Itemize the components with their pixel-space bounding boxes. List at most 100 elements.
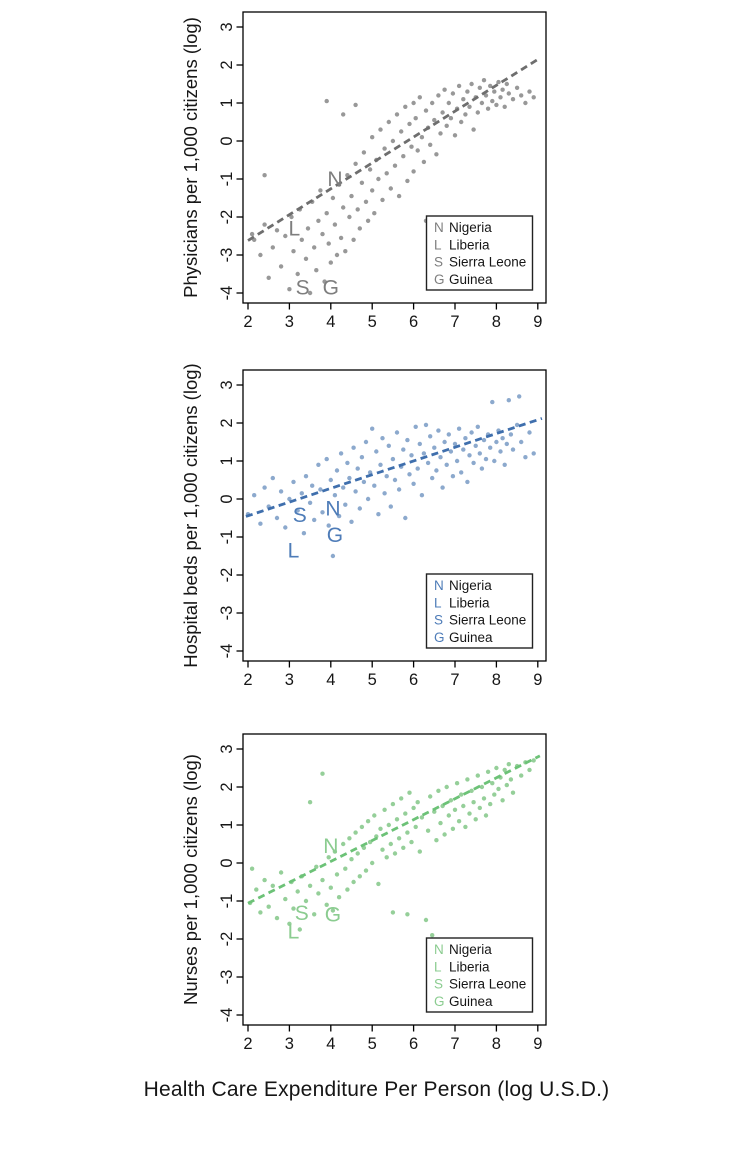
data-point — [494, 439, 499, 445]
x-tick-label: 2 — [243, 671, 252, 689]
data-point — [479, 466, 485, 471]
data-point — [394, 112, 400, 117]
data-point — [270, 245, 275, 250]
data-point — [407, 790, 412, 795]
y-axis: 3 2 1 0 -1 -2 -3 -4 — [218, 22, 243, 300]
data-point — [481, 437, 487, 443]
data-point — [351, 237, 356, 242]
legend-label: Guinea — [449, 994, 493, 1009]
data-point — [421, 451, 427, 456]
data-point — [363, 439, 369, 445]
legend-box — [425, 215, 534, 291]
data-point — [390, 910, 396, 915]
data-point — [386, 119, 391, 125]
data-point — [295, 271, 300, 277]
data-point — [496, 79, 501, 85]
data-point — [415, 466, 420, 471]
data-point — [423, 917, 429, 923]
country-letter-S: S — [295, 902, 309, 925]
data-point — [378, 127, 383, 132]
data-point — [498, 449, 503, 454]
data-point — [330, 195, 336, 201]
data-point — [506, 762, 511, 767]
data-point — [353, 161, 358, 166]
data-point — [291, 906, 296, 911]
legend-key: G — [434, 272, 445, 287]
legend-label: Liberia — [449, 237, 490, 252]
data-point — [477, 451, 482, 456]
country-letter-G: G — [327, 524, 343, 547]
data-point — [363, 199, 369, 204]
data-point — [428, 794, 433, 799]
data-point — [249, 231, 255, 237]
data-point — [316, 891, 321, 896]
data-point — [502, 104, 507, 110]
data-point — [401, 845, 406, 850]
data-point — [467, 453, 472, 458]
data-point — [351, 879, 356, 885]
data-point — [490, 98, 495, 104]
data-point — [384, 855, 389, 860]
data-point — [347, 836, 352, 841]
data-point — [266, 904, 271, 909]
data-point — [523, 100, 528, 106]
data-point — [297, 927, 302, 932]
y-tick-label: -2 — [218, 568, 236, 583]
x-tick-label: 8 — [492, 1035, 501, 1053]
data-point — [510, 790, 516, 795]
data-point — [411, 100, 416, 106]
data-point — [336, 895, 342, 900]
legend-key: S — [434, 613, 443, 628]
y-tick-label: -1 — [218, 530, 236, 545]
data-point — [287, 921, 292, 926]
data-point — [527, 767, 532, 773]
x-tick-label: 3 — [285, 313, 294, 331]
data-point — [488, 801, 493, 807]
data-point — [527, 89, 532, 94]
y-axis-title: Nurses per 1,000 citizens (log) — [180, 754, 201, 1005]
x-tick-label: 7 — [450, 313, 459, 331]
data-point — [384, 171, 389, 176]
country-letter-L: L — [289, 217, 301, 240]
data-point — [475, 424, 480, 429]
data-point — [353, 489, 358, 494]
data-point — [496, 786, 501, 792]
y-tick-label: 1 — [218, 456, 236, 465]
data-point — [347, 214, 352, 220]
data-point — [392, 163, 398, 168]
y-tick-label: -3 — [218, 606, 236, 621]
data-point — [438, 131, 443, 136]
data-point — [405, 912, 410, 917]
data-point — [519, 93, 524, 98]
data-point — [324, 902, 329, 907]
nurses-scatter-chart: N L S G N Nigeria L Liberia S Sierra Leone G Guinea… — [0, 722, 733, 1067]
data-point — [492, 792, 497, 797]
data-point — [440, 110, 445, 115]
data-point — [454, 458, 460, 464]
data-point — [370, 188, 375, 193]
data-point — [531, 451, 536, 456]
data-point — [490, 399, 495, 405]
scatter-points — [249, 78, 536, 296]
data-point — [316, 462, 321, 467]
data-point — [376, 176, 381, 182]
country-letter-N: N — [325, 498, 340, 521]
data-point — [471, 800, 476, 805]
data-point — [494, 765, 499, 771]
data-point — [405, 830, 410, 835]
data-point — [401, 447, 406, 452]
data-point — [388, 504, 393, 509]
country-letter-L: L — [288, 539, 300, 562]
y-axis-title: Hospital beds per 1,000 citizens (log) — [180, 363, 201, 667]
x-axis: 2 3 4 5 6 7 8 9 — [243, 1025, 542, 1053]
data-point — [436, 788, 441, 793]
data-point — [357, 226, 362, 231]
legend-key: S — [434, 255, 443, 270]
data-point — [463, 824, 468, 830]
data-point — [421, 159, 427, 165]
data-point — [405, 178, 410, 184]
data-point — [492, 89, 497, 94]
data-point — [485, 106, 491, 111]
x-tick-label: 4 — [326, 313, 335, 331]
data-point — [403, 515, 408, 521]
